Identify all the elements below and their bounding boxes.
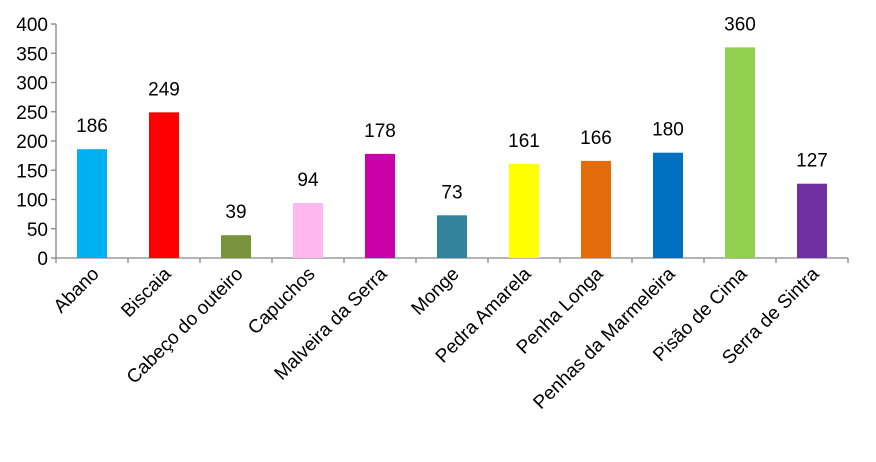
data-label: 186 bbox=[76, 116, 108, 137]
data-label: 127 bbox=[796, 151, 828, 172]
bar bbox=[509, 163, 539, 258]
x-tick-label: Penhas da Marmeleira bbox=[530, 263, 680, 413]
y-tick-label: 100 bbox=[16, 191, 48, 212]
bar bbox=[653, 152, 683, 258]
x-tick-label: Monge bbox=[408, 264, 464, 320]
data-label: 73 bbox=[441, 182, 462, 203]
data-label: 94 bbox=[297, 170, 319, 191]
x-axis bbox=[55, 257, 849, 263]
bar bbox=[365, 153, 395, 258]
bar bbox=[293, 203, 323, 258]
data-label: 161 bbox=[508, 131, 540, 152]
y-tick-label: 50 bbox=[27, 220, 48, 241]
y-tick-label: 350 bbox=[16, 44, 48, 65]
bar bbox=[437, 215, 467, 258]
y-tick-label: 150 bbox=[16, 161, 48, 182]
y-tick-label: 400 bbox=[16, 15, 48, 36]
data-label: 360 bbox=[724, 14, 756, 35]
bar bbox=[77, 149, 107, 258]
data-label: 39 bbox=[225, 202, 246, 223]
y-tick-label: 200 bbox=[16, 132, 48, 153]
y-axis: 0 50 100 150 200 250 300 350 400 bbox=[16, 15, 57, 270]
x-tick-label: Biscaia bbox=[117, 263, 175, 321]
bar bbox=[797, 183, 827, 258]
data-label: 180 bbox=[652, 120, 684, 141]
data-labels: 186 249 39 94 178 73 161 166 180 360 127 bbox=[76, 14, 828, 223]
y-tick-label: 250 bbox=[16, 103, 48, 124]
bars bbox=[77, 47, 827, 259]
data-label: 249 bbox=[148, 79, 180, 100]
bar bbox=[149, 112, 179, 259]
y-tick-label: 0 bbox=[37, 249, 48, 270]
x-tick-label: Abano bbox=[50, 264, 104, 318]
y-tick-label: 300 bbox=[16, 74, 48, 95]
data-label: 178 bbox=[364, 121, 396, 142]
bar bbox=[581, 160, 611, 258]
data-label: 166 bbox=[580, 128, 612, 149]
x-tick-label: Capuchos bbox=[244, 264, 319, 339]
bar bbox=[725, 47, 755, 259]
bar bbox=[221, 235, 251, 258]
